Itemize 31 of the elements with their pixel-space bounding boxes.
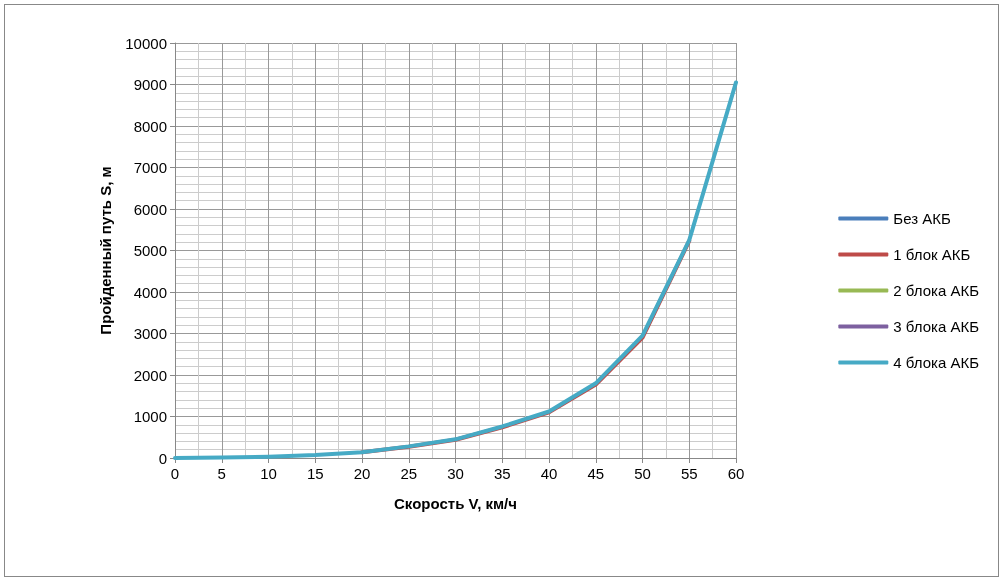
- legend-label: 1 блок АКБ: [893, 246, 971, 263]
- y-tick-label: 3000: [133, 325, 167, 342]
- y-tick-label: 8000: [133, 117, 167, 135]
- x-tick-label: 5: [217, 465, 226, 482]
- x-tick-label: 0: [170, 465, 180, 482]
- y-axis-title: Пройденный путь S, м: [97, 166, 114, 335]
- x-tick-label: 55: [680, 465, 698, 482]
- x-axis-title: Скорость V, км/ч: [394, 495, 517, 512]
- y-tick-label: 1000: [133, 408, 167, 425]
- x-tick-label: 25: [400, 465, 418, 482]
- y-tick-label: 9000: [133, 76, 167, 93]
- y-tick-label: 0: [158, 449, 167, 467]
- legend-label: 3 блока АКБ: [893, 318, 980, 335]
- y-tick-label: 6000: [133, 200, 167, 218]
- x-tick-label: 10: [260, 465, 277, 482]
- y-tick-label: 5000: [133, 242, 167, 259]
- legend-label: 2 блока АКБ: [893, 282, 980, 299]
- y-tick-label: 2000: [133, 366, 167, 384]
- x-tick-label: 20: [353, 465, 371, 482]
- y-tick-label: 4000: [133, 283, 167, 301]
- x-tick-label: 40: [540, 465, 558, 482]
- legend-label: 4 блока АКБ: [893, 354, 980, 371]
- legend-label: Без АКБ: [893, 210, 951, 227]
- y-tick-label: 10000: [125, 34, 167, 52]
- x-tick-label: 60: [727, 465, 745, 482]
- x-tick-label: 50: [634, 465, 651, 482]
- x-tick-label: 30: [447, 465, 464, 482]
- x-tick-label: 35: [493, 465, 511, 482]
- x-tick-label: 15: [306, 465, 324, 482]
- y-tick-label: 7000: [133, 159, 167, 176]
- x-tick-label: 45: [587, 465, 605, 482]
